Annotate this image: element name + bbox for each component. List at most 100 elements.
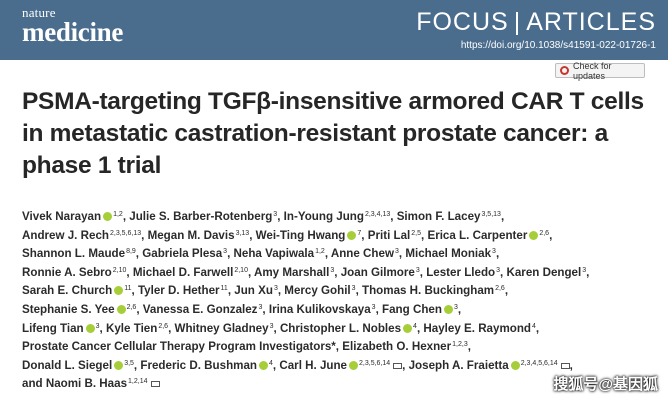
author-separator: , <box>335 340 343 354</box>
author-name: Jun Xu <box>234 284 273 298</box>
orcid-icon[interactable] <box>347 230 357 240</box>
section-focus: FOCUS <box>416 8 509 36</box>
journal-logo[interactable]: nature medicine <box>22 6 123 46</box>
author[interactable]: Anne Chew3 <box>331 247 399 260</box>
author-line: Sarah E. Church 11, Tyler D. Hether11, Ju… <box>22 280 652 299</box>
author[interactable]: Amy Marshall3 <box>254 266 334 279</box>
author[interactable]: Whitney Gladney3 <box>175 322 274 335</box>
author[interactable]: Karen Dengel3 <box>506 266 586 279</box>
author-name: Michael Moniak <box>405 247 492 261</box>
author-separator: , <box>569 358 573 372</box>
orcid-icon[interactable] <box>510 360 520 370</box>
affiliation-sup: 3 <box>273 211 278 218</box>
author[interactable]: Lifeng Tian 3 <box>22 322 100 335</box>
author[interactable]: Vivek Narayan 1,2 <box>22 210 123 223</box>
author[interactable]: Vanessa E. Gonzalez3 <box>143 303 263 316</box>
author[interactable]: Julie S. Barber-Rotenberg3 <box>129 210 277 223</box>
author-line: Andrew J. Rech2,3,5,6,13, Megan M. Davis… <box>22 225 652 244</box>
author-separator: , <box>495 247 500 261</box>
section-articles: ARTICLES <box>526 8 656 36</box>
doi-link[interactable]: https://doi.org/10.1038/s41591-022-01726… <box>460 40 656 51</box>
author-separator: , <box>227 247 234 261</box>
affiliation-sup: 2,10 <box>234 266 248 274</box>
author[interactable]: Donald L. Siegel 3,5 <box>22 359 134 372</box>
author[interactable]: Sarah E. Church 11 <box>22 284 131 297</box>
author-name: Mercy Gohil <box>284 284 351 298</box>
author[interactable]: Neha Vapiwala1,2 <box>234 247 325 260</box>
author[interactable]: Thomas H. Buckingham2,6 <box>362 284 505 297</box>
email-icon[interactable] <box>560 362 570 369</box>
author[interactable]: Mercy Gohil3 <box>284 284 355 297</box>
author[interactable]: Shannon L. Maude8,9 <box>22 247 136 260</box>
author-line: Stephanie S. Yee 2,6, Vanessa E. Gonzalez… <box>22 299 652 318</box>
author[interactable]: Joseph A. Fraietta 2,3,4,5,6,14 <box>409 359 570 372</box>
author-name: Megan M. Davis <box>147 228 235 242</box>
author[interactable]: Fang Chen 3 <box>382 303 458 316</box>
author-separator: , <box>361 228 368 242</box>
orcid-icon[interactable] <box>529 230 539 240</box>
author[interactable]: Michael D. Farwell2,10 <box>133 266 248 279</box>
author[interactable]: Simon F. Lacey3,5,13 <box>397 210 501 223</box>
author[interactable]: Michael Moniak3 <box>405 247 496 260</box>
author-name: Joan Gilmore <box>340 265 415 279</box>
author[interactable]: Jun Xu3 <box>234 284 278 297</box>
author-separator: , <box>99 321 106 335</box>
orcid-icon[interactable] <box>114 286 124 296</box>
affiliation-sup: 2,3,4,13 <box>364 211 391 218</box>
author-separator: , <box>398 247 406 261</box>
author[interactable]: Elizabeth O. Hexner1,2,3 <box>342 340 467 353</box>
author[interactable]: Erica L. Carpenter 2,6 <box>427 229 549 242</box>
author[interactable]: Carl H. June 2,3,5,6,14 <box>279 359 403 372</box>
orcid-icon[interactable] <box>85 323 95 333</box>
orcid-icon[interactable] <box>116 304 126 314</box>
orcid-icon[interactable] <box>443 304 453 314</box>
author-separator: , <box>375 302 383 316</box>
author-name: Frederic D. Bushman <box>140 358 257 372</box>
affiliation-sup: 3 <box>258 303 263 311</box>
author[interactable]: Priti Lal2,5 <box>368 229 421 242</box>
author[interactable]: Prostate Cancer Cellular Therapy Program… <box>22 340 336 353</box>
orcid-icon[interactable] <box>349 360 359 370</box>
journal-banner: nature medicine FOCUS | ARTICLES https://d… <box>0 0 668 60</box>
author[interactable]: Christopher L. Nobles 4 <box>280 322 417 335</box>
author[interactable]: In-Young Jung2,3,4,13 <box>284 210 391 223</box>
author[interactable]: and Naomi B. Haas1,2,14 <box>22 377 160 390</box>
author-separator: , <box>273 321 280 335</box>
author[interactable]: Stephanie S. Yee 2,6 <box>22 303 136 316</box>
email-icon[interactable] <box>150 381 160 388</box>
author[interactable]: Tyler D. Hether11 <box>138 284 228 297</box>
author[interactable]: Wei-Ting Hwang 7 <box>256 229 362 242</box>
orcid-icon[interactable] <box>103 212 113 221</box>
author-name: Julie S. Barber-Rotenberg <box>129 210 273 223</box>
author-separator: , <box>416 321 424 335</box>
author[interactable]: Gabriela Plesa3 <box>142 247 227 260</box>
orcid-icon[interactable] <box>403 323 413 333</box>
author-name: Neha Vapiwala <box>233 247 315 261</box>
author[interactable]: Joan Gilmore3 <box>341 266 420 279</box>
author-separator: , <box>247 265 254 279</box>
email-icon[interactable] <box>393 362 403 369</box>
check-for-updates-button[interactable]: Check for updates <box>555 60 645 81</box>
author[interactable]: Lester Lledo3 <box>426 266 500 279</box>
author[interactable]: Irina Kulikovskaya3 <box>269 303 376 316</box>
author[interactable]: Megan M. Davis3,13 <box>148 229 250 242</box>
author-separator: , <box>586 265 590 279</box>
author-name: Kyle Tien <box>105 321 158 335</box>
author[interactable]: Hayley E. Raymond4 <box>423 322 536 335</box>
author[interactable]: Kyle Tien2,6 <box>106 322 168 335</box>
author-separator: , <box>421 228 428 242</box>
author[interactable]: Ronnie A. Sebro2,10 <box>22 266 126 279</box>
check-for-updates-label: Check for updates <box>573 60 612 81</box>
author-name: Karen Dengel <box>506 265 582 279</box>
author-name: Priti Lal <box>367 228 411 242</box>
author-name: Shannon L. Maude <box>22 247 126 261</box>
affiliation-sup: 3 <box>492 248 496 256</box>
affiliation-sup: 3 <box>582 266 587 274</box>
author-separator: , <box>227 284 235 298</box>
orcid-icon[interactable] <box>114 360 124 370</box>
orcid-icon[interactable] <box>259 360 268 370</box>
author[interactable]: Frederic D. Bushman 4 <box>140 359 273 372</box>
author-separator: , <box>262 302 269 316</box>
author-separator: , <box>136 302 143 316</box>
author[interactable]: Andrew J. Rech2,3,5,6,13 <box>22 229 141 242</box>
